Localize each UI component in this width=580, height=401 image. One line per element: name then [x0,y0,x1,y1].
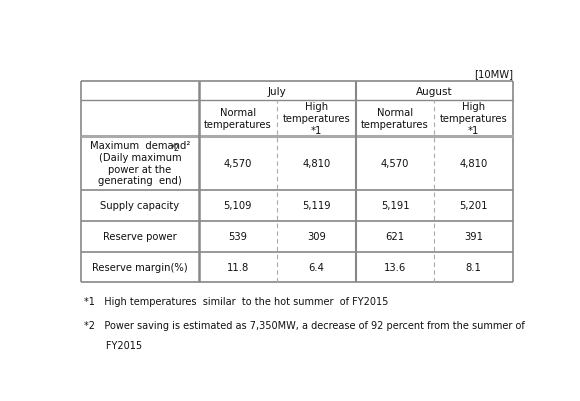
Text: July: July [268,87,287,97]
Text: 8.1: 8.1 [466,262,481,272]
Text: Normal
temperatures: Normal temperatures [204,108,271,130]
Text: *2   Power saving is estimated as 7,350MW, a decrease of 92 percent from the sum: *2 Power saving is estimated as 7,350MW,… [84,320,524,330]
Text: August: August [416,87,453,97]
Text: Maximum  demand²
(Daily maximum
power at the
generating  end): Maximum demand² (Daily maximum power at … [90,141,190,186]
Text: *1   High temperatures  similar  to the hot summer  of FY2015: *1 High temperatures similar to the hot … [84,297,388,307]
Text: 539: 539 [229,232,247,242]
Text: Reserve margin(%): Reserve margin(%) [92,262,188,272]
Text: FY2015: FY2015 [84,340,142,350]
Text: Reserve power: Reserve power [103,232,177,242]
Text: 621: 621 [386,232,405,242]
Text: 6.4: 6.4 [309,262,324,272]
Text: 391: 391 [464,232,483,242]
Text: 4,570: 4,570 [381,158,409,168]
Text: 11.8: 11.8 [227,262,249,272]
Text: 5,191: 5,191 [380,201,409,211]
Text: 4,810: 4,810 [302,158,331,168]
Text: High
temperatures
*1: High temperatures *1 [282,102,350,135]
Text: Supply capacity: Supply capacity [100,201,180,211]
Text: Normal
temperatures: Normal temperatures [361,108,429,130]
Text: [10MW]: [10MW] [474,69,513,79]
Text: 5,119: 5,119 [302,201,331,211]
Text: 5,109: 5,109 [224,201,252,211]
Text: 4,810: 4,810 [459,158,488,168]
Text: *2: *2 [171,144,180,152]
Text: High
temperatures
*1: High temperatures *1 [440,102,508,135]
Text: 5,201: 5,201 [459,201,488,211]
Text: 309: 309 [307,232,326,242]
Text: 4,570: 4,570 [224,158,252,168]
Text: 13.6: 13.6 [384,262,406,272]
